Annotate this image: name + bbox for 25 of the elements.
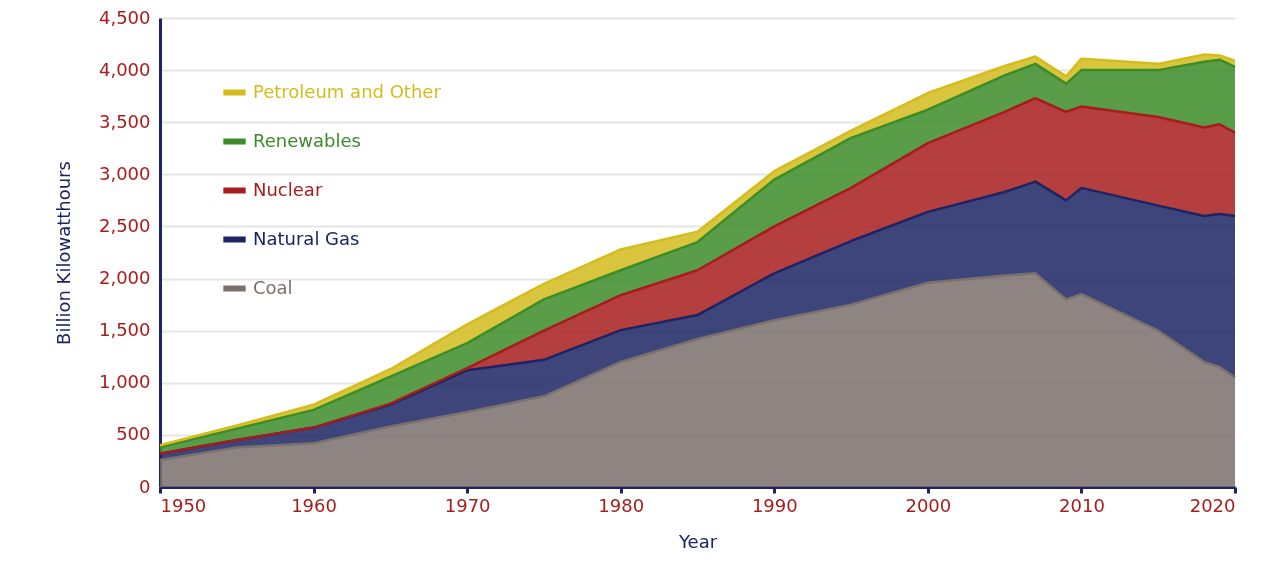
x-tick-label: 2010 bbox=[1059, 494, 1105, 516]
legend-label: Petroleum and Other bbox=[253, 80, 442, 102]
x-tick-label: 2020 bbox=[1189, 494, 1236, 516]
y-tick-label: 3,000 bbox=[98, 162, 151, 184]
y-tick-label: 4,000 bbox=[98, 58, 151, 80]
x-tick-label: 1980 bbox=[598, 494, 645, 516]
x-axis-title: Year bbox=[677, 530, 718, 552]
x-tick-label: 1960 bbox=[291, 494, 337, 516]
x-tick-label: 2000 bbox=[905, 494, 952, 516]
y-axis-title: Billion Kilowatthours bbox=[52, 161, 74, 345]
x-tick-label: 1950 bbox=[160, 494, 207, 516]
y-tick-label: 500 bbox=[116, 423, 151, 445]
y-tick-label: 2,500 bbox=[98, 214, 151, 236]
y-tick-label: 2,000 bbox=[98, 267, 151, 289]
y-tick-label: 1,500 bbox=[98, 319, 151, 341]
y-tick-label: 1,000 bbox=[98, 371, 151, 393]
legend-label: Renewables bbox=[253, 129, 361, 151]
y-tick-label: 3,500 bbox=[98, 110, 151, 132]
legend-label: Nuclear bbox=[253, 178, 323, 200]
x-tick-label: 1990 bbox=[751, 494, 798, 516]
legend-label: Natural Gas bbox=[253, 227, 360, 249]
y-tick-label: 0 bbox=[139, 475, 151, 497]
x-tick-label: 1970 bbox=[444, 494, 491, 516]
legend-label: Coal bbox=[253, 276, 293, 298]
y-tick-label: 4,500 bbox=[98, 6, 151, 28]
